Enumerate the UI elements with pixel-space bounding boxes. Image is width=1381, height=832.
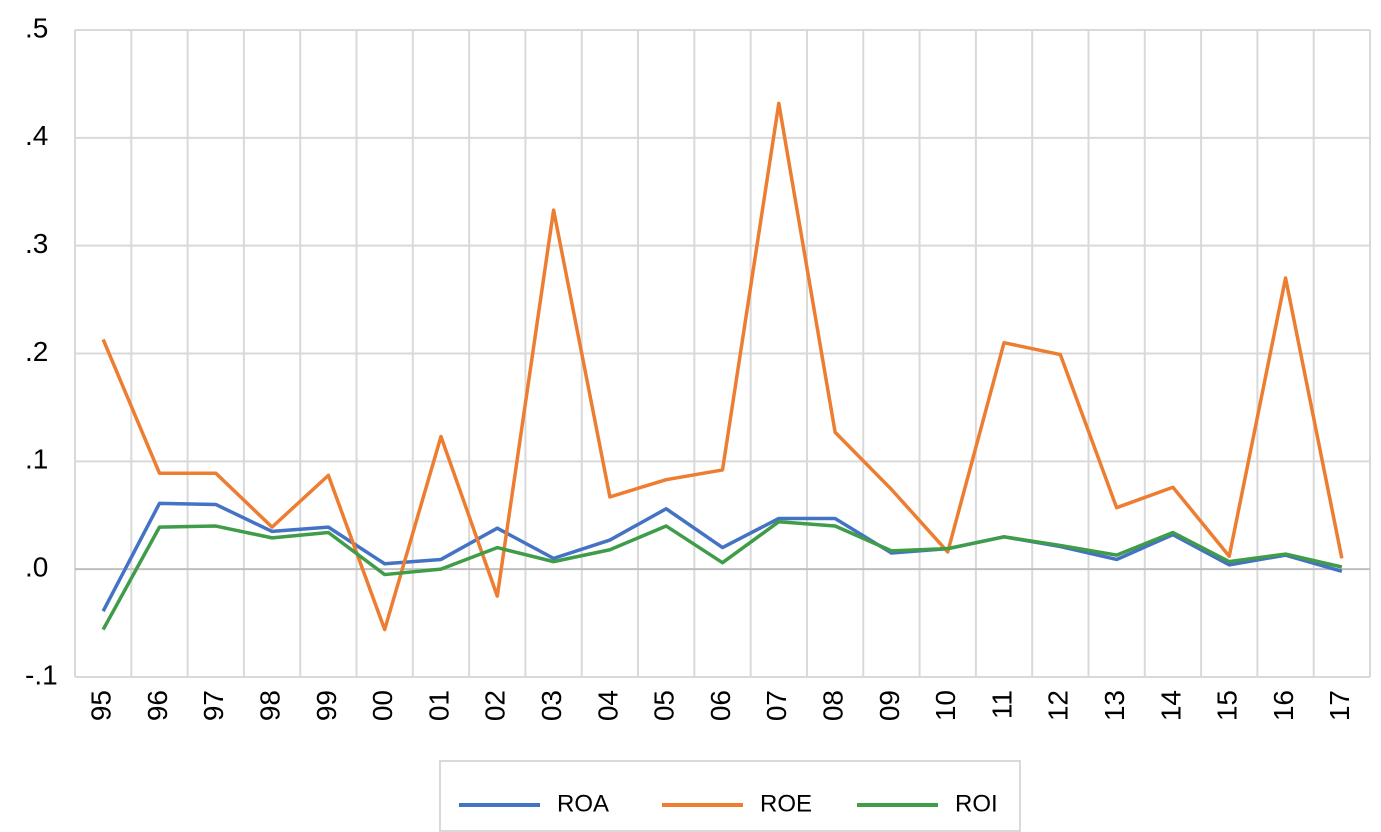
x-tick-label: 99 <box>311 690 342 721</box>
x-tick-label: 04 <box>592 690 623 721</box>
x-tick-label: 03 <box>536 690 567 721</box>
x-tick-label: 14 <box>1155 690 1186 721</box>
x-tick-label: 01 <box>423 690 454 721</box>
x-tick-label: 17 <box>1324 690 1355 721</box>
x-tick-label: 95 <box>86 690 117 721</box>
x-tick-label: 07 <box>761 690 792 721</box>
x-tick-label: 02 <box>480 690 511 721</box>
y-tick-label: .3 <box>25 228 48 259</box>
x-tick-label: 06 <box>705 690 736 721</box>
x-tick-label: 00 <box>367 690 398 721</box>
x-tick-label: 08 <box>817 690 848 721</box>
x-tick-label: 09 <box>874 690 905 721</box>
y-tick-label: -.1 <box>25 659 58 690</box>
y-tick-label: .5 <box>25 12 48 43</box>
x-tick-label: 10 <box>930 690 961 721</box>
x-tick-label: 05 <box>649 690 680 721</box>
y-tick-label: .4 <box>25 120 48 151</box>
line-series <box>101 501 1343 613</box>
x-tick-label: 15 <box>1212 690 1243 721</box>
x-tick-label: 16 <box>1268 690 1299 721</box>
legend-label: ROA <box>557 790 609 817</box>
legend-box <box>439 760 1021 832</box>
x-tick-label: 96 <box>142 690 173 721</box>
x-tick-label: 12 <box>1043 690 1074 721</box>
x-tick-label: 97 <box>198 690 229 721</box>
x-tick-label: 13 <box>1099 690 1130 721</box>
x-tick-label: 11 <box>986 690 1017 719</box>
y-tick-label: .0 <box>25 552 48 583</box>
x-tick-label: 98 <box>254 690 285 721</box>
legend-label: ROE <box>760 790 812 817</box>
y-tick-label: .2 <box>25 336 48 367</box>
legend-label: ROI <box>955 790 998 817</box>
line-series <box>101 519 1343 631</box>
line-series <box>101 101 1344 632</box>
y-tick-label: .1 <box>25 444 48 475</box>
